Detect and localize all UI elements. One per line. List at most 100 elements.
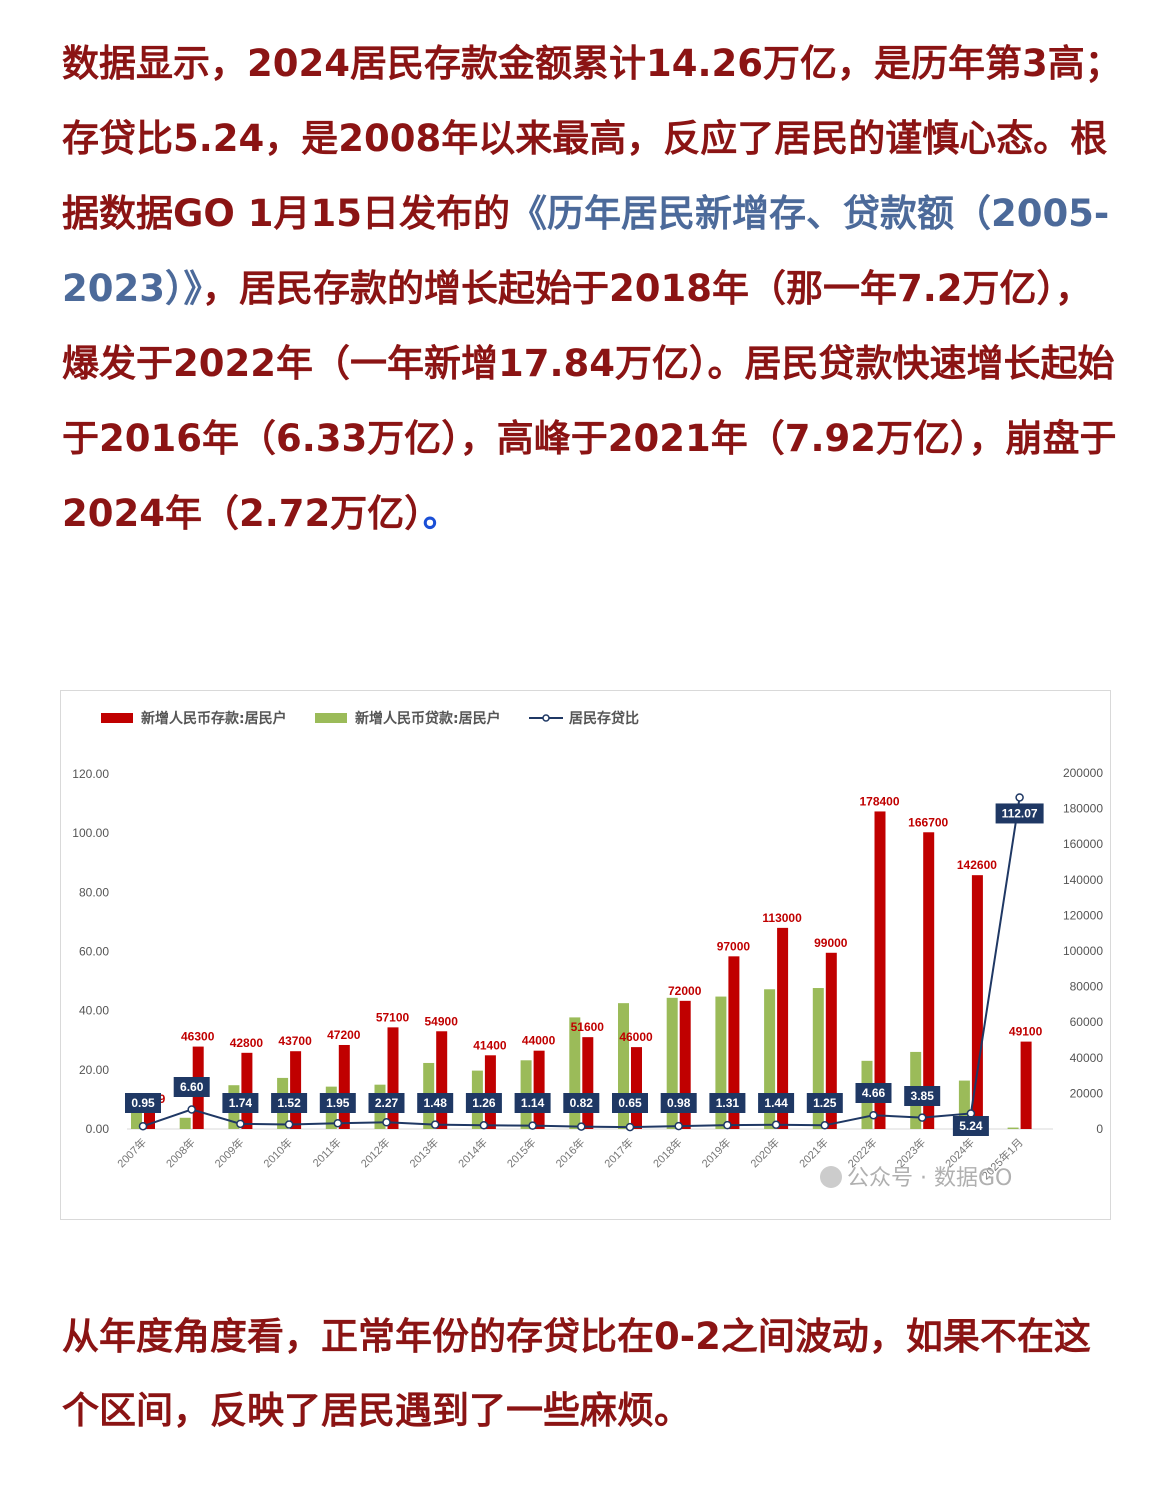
para1-text-a: 数据显示，2024居民存款金额累计14.26万亿，是历年第3高；存贷比5.24，… [62, 42, 1122, 235]
chart-container: 新增人民币存款:居民户 新增人民币贷款:居民户 居民存贷比 0.00 20.00 40.… [60, 690, 1111, 1220]
ratio-label-box [612, 1093, 648, 1113]
ratio-label-box [952, 1116, 989, 1136]
legend-ratio-marker [542, 714, 550, 722]
deposit-bar [582, 1037, 594, 1129]
x-axis-tick: 2010年 [260, 1135, 295, 1170]
left-axis-tick: 60.00 [79, 945, 109, 959]
ratio-label-box [904, 1086, 941, 1106]
x-axis-tick: 2019年 [699, 1135, 734, 1170]
watermark: 公众号 · 数据GO [820, 1166, 1012, 1191]
deposit-data-label: 178400 [859, 794, 899, 808]
ratio-label-box [709, 1093, 746, 1113]
ratio-point [479, 1121, 489, 1130]
ratio-label-box [271, 1093, 308, 1113]
deposit-data-label: 142600 [957, 858, 997, 872]
ratio-data-label: 112.07 [1002, 806, 1038, 820]
deposit-data-label: 41400 [473, 1038, 507, 1052]
deposit-data-label: 166700 [908, 815, 948, 829]
ratio-point [236, 1119, 245, 1129]
x-axis-tick: 2013年 [406, 1135, 441, 1170]
para1-end: 。 [422, 492, 460, 535]
ratio-point [1015, 793, 1024, 802]
legend-deposit-label: 新增人民币存款:居民户 [141, 710, 287, 727]
x-axis-tick: 2021年 [796, 1135, 831, 1170]
ratio-label-box [222, 1093, 259, 1113]
deposit-data-label: 46000 [619, 1030, 653, 1044]
deposit-data-label: 49100 [1009, 1025, 1043, 1039]
right-axis-tick: 60000 [1070, 1015, 1104, 1029]
chart-legend: 新增人民币存款:居民户 新增人民币贷款:居民户 居民存贷比 [101, 710, 639, 727]
legend-loan-label: 新增人民币贷款:居民户 [355, 710, 501, 727]
ratio-polyline [142, 797, 1021, 1129]
para1-text-b: ，居民存款的增长起始于2018年（那一年7.2万亿），爆发于2022年（一年新增… [62, 267, 1117, 535]
loan-bar [812, 988, 824, 1129]
deposit-data-label: 113000 [762, 911, 802, 925]
ratio-label-box [514, 1093, 551, 1113]
right-axis-tick: 40000 [1070, 1051, 1104, 1065]
ratio-point [674, 1121, 683, 1131]
x-axis-tick: 2012年 [358, 1135, 393, 1170]
deposit-data-label: 44000 [522, 1034, 556, 1048]
deposit-bar [679, 1000, 691, 1129]
ratio-point [430, 1120, 440, 1129]
deposit-data-label: 51600 [571, 1020, 605, 1034]
loan-bar [715, 996, 727, 1129]
article-paragraph-2: 从年度角度看，正常年份的存贷比在0-2之间波动，如果不在这个区间，反映了居民遇到… [62, 1315, 1091, 1432]
ratio-label-box [660, 1093, 697, 1113]
right-axis-tick: 120000 [1063, 908, 1103, 922]
right-axis-tick: 160000 [1063, 837, 1103, 851]
ratio-label-box [563, 1093, 600, 1113]
right-axis-tick: 140000 [1063, 873, 1103, 887]
deposit-loan-chart: 新增人民币存款:居民户 新增人民币贷款:居民户 居民存贷比 0.00 20.00 40.… [72, 710, 1104, 1191]
ratio-point [966, 1109, 976, 1118]
ratio-data-label: 1.31 [716, 1096, 740, 1110]
article-link[interactable]: 《历年居民新增存、贷款额（2005-2023）》 [62, 192, 1110, 310]
deposit-data-label: 97000 [717, 939, 751, 953]
article-paragraph-1: 数据显示，2024居民存款金额累计14.26万亿，是历年第3高；存贷比5.24，… [62, 26, 1122, 551]
legend-ratio-label: 居民存贷比 [569, 710, 639, 727]
loan-bar [179, 1117, 191, 1129]
legend-loan-swatch [315, 713, 347, 723]
chart-labels: 1124946300428004370047200571005490041400… [125, 794, 1044, 1136]
deposit-data-label: 99000 [814, 936, 848, 950]
x-axis-tick: 2007年 [114, 1135, 149, 1170]
ratio-label-box [855, 1083, 892, 1103]
ratio-point [723, 1120, 732, 1130]
ratio-label-box [465, 1093, 502, 1113]
deposit-bar [631, 1047, 642, 1129]
legend-deposit-swatch [101, 713, 133, 723]
ratio-point [187, 1105, 196, 1114]
deposit-bar [436, 1031, 448, 1129]
deposit-data-label: 57100 [376, 1010, 410, 1024]
ratio-point [771, 1120, 781, 1129]
deposit-data-label: 72000 [668, 984, 702, 998]
ratio-data-label: 1.52 [277, 1096, 301, 1110]
deposit-bar [338, 1044, 350, 1129]
ratio-data-label: 1.48 [424, 1096, 448, 1110]
ratio-data-label: 4.66 [862, 1086, 886, 1100]
ratio-point [577, 1122, 586, 1131]
ratio-data-label: 1.95 [326, 1096, 350, 1110]
chart-bars [131, 811, 1032, 1129]
ratio-label-box [368, 1093, 405, 1113]
x-axis-tick: 2017年 [601, 1135, 636, 1170]
loan-bar [666, 997, 678, 1129]
ratio-line [138, 793, 1024, 1132]
deposit-bar [144, 1108, 155, 1129]
ratio-data-label: 1.25 [813, 1096, 837, 1110]
ratio-label-box [173, 1077, 210, 1097]
ratio-label-box [125, 1093, 161, 1113]
ratio-point [382, 1118, 391, 1127]
loan-bar [1007, 1127, 1019, 1129]
ratio-data-label: 2.27 [375, 1096, 399, 1110]
left-axis-tick: 20.00 [79, 1063, 109, 1077]
loan-bar [958, 1080, 970, 1129]
ratio-data-label: 5.24 [959, 1119, 983, 1133]
ratio-label-box [758, 1093, 795, 1113]
ratio-label-box [417, 1093, 454, 1113]
ratio-point [820, 1121, 830, 1130]
deposit-bar [484, 1055, 496, 1129]
x-axis-tick: 2022年 [845, 1135, 880, 1170]
ratio-data-label: 1.44 [764, 1096, 788, 1110]
ratio-point [138, 1121, 148, 1131]
